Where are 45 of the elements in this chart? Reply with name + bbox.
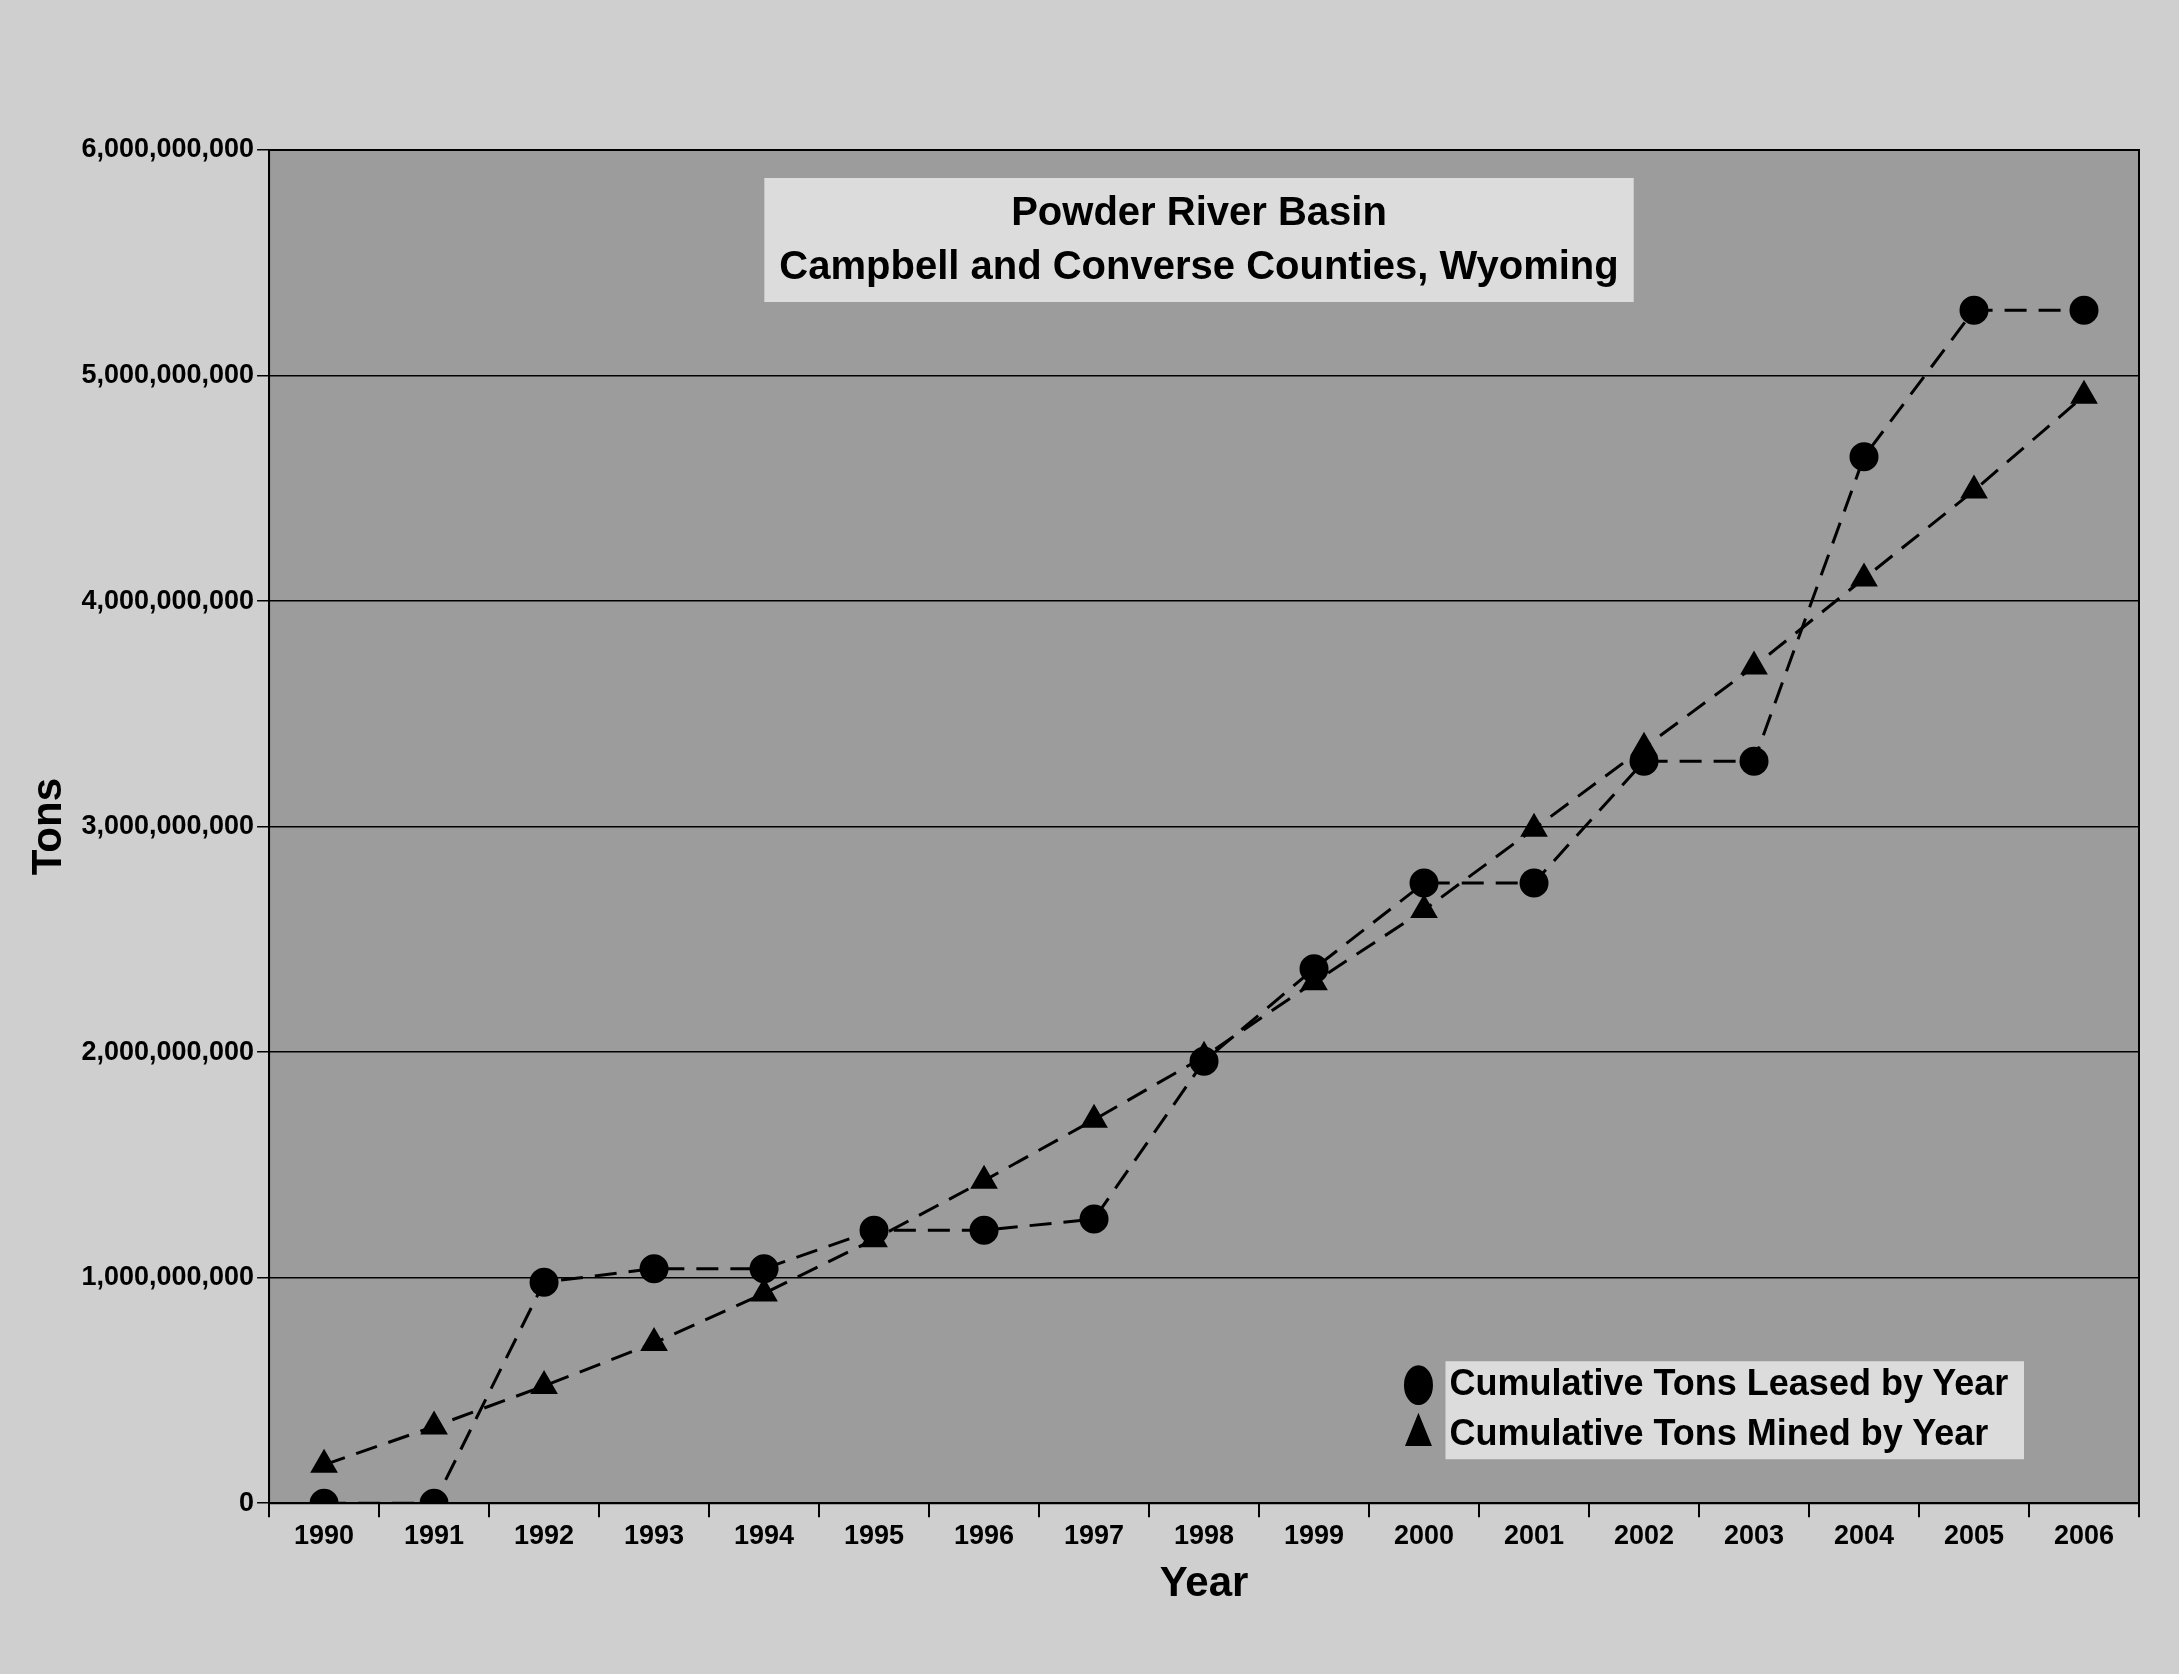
x-tick-label: 1999 bbox=[1283, 1519, 1345, 1550]
x-tick-label: 2005 bbox=[1943, 1519, 2005, 1550]
point bbox=[421, 1412, 447, 1435]
x-tick-label: 1990 bbox=[294, 1519, 355, 1550]
x-tick-label: 1993 bbox=[624, 1519, 685, 1550]
point bbox=[1521, 814, 1547, 837]
point bbox=[311, 1450, 337, 1473]
x-tick-label: 2000 bbox=[1393, 1519, 1455, 1550]
point bbox=[1411, 895, 1437, 919]
x-tick-label: 1998 bbox=[1173, 1519, 1235, 1550]
legend-label: Cumulative Tons Mined by Year bbox=[1449, 1412, 1989, 1454]
x-tick-label: 1996 bbox=[954, 1519, 1015, 1550]
x-tick-label: 2003 bbox=[1723, 1519, 1785, 1550]
y-tick-label: 1,000,000,000 bbox=[81, 1261, 255, 1292]
point bbox=[1081, 1105, 1107, 1128]
y-tick-label: 2,000,000,000 bbox=[81, 1035, 255, 1066]
x-tick-label: 1995 bbox=[844, 1519, 905, 1550]
point bbox=[1739, 746, 1769, 776]
x-tick-label: 2002 bbox=[1613, 1519, 1675, 1550]
y-tick-label: 5,000,000,000 bbox=[81, 358, 255, 389]
x-axis-title: Year bbox=[1159, 1558, 1249, 1606]
x-tick-label: 1992 bbox=[514, 1519, 575, 1550]
x-tick-label: 2006 bbox=[2053, 1519, 2115, 1550]
x-tick-label: 1991 bbox=[404, 1519, 465, 1550]
x-tick-label: 1994 bbox=[734, 1519, 795, 1550]
y-axis-title: Tons bbox=[22, 777, 70, 876]
y-tick-label: 0 bbox=[239, 1486, 255, 1517]
x-tick-label: 2001 bbox=[1503, 1519, 1565, 1550]
point bbox=[1851, 564, 1877, 587]
y-tick-label: 4,000,000,000 bbox=[81, 584, 255, 615]
point bbox=[1849, 442, 1879, 472]
point bbox=[531, 1371, 557, 1394]
point bbox=[2069, 295, 2099, 325]
y-tick-label: 3,000,000,000 bbox=[81, 810, 255, 841]
text: Powder River Basin Campbell and Converse Counties, Wyoming bbox=[779, 189, 1619, 288]
point bbox=[1959, 295, 1989, 325]
point bbox=[1519, 868, 1549, 898]
legend-label: Cumulative Tons Leased by Year bbox=[1449, 1362, 2009, 1404]
point bbox=[1631, 733, 1657, 756]
point bbox=[641, 1328, 667, 1352]
point bbox=[971, 1166, 997, 1189]
x-tick-label: 1997 bbox=[1064, 1519, 1125, 1550]
point bbox=[1409, 868, 1439, 898]
x-tick-label: 2004 bbox=[1833, 1519, 1895, 1550]
y-tick-label: 6,000,000,000 bbox=[81, 133, 255, 164]
